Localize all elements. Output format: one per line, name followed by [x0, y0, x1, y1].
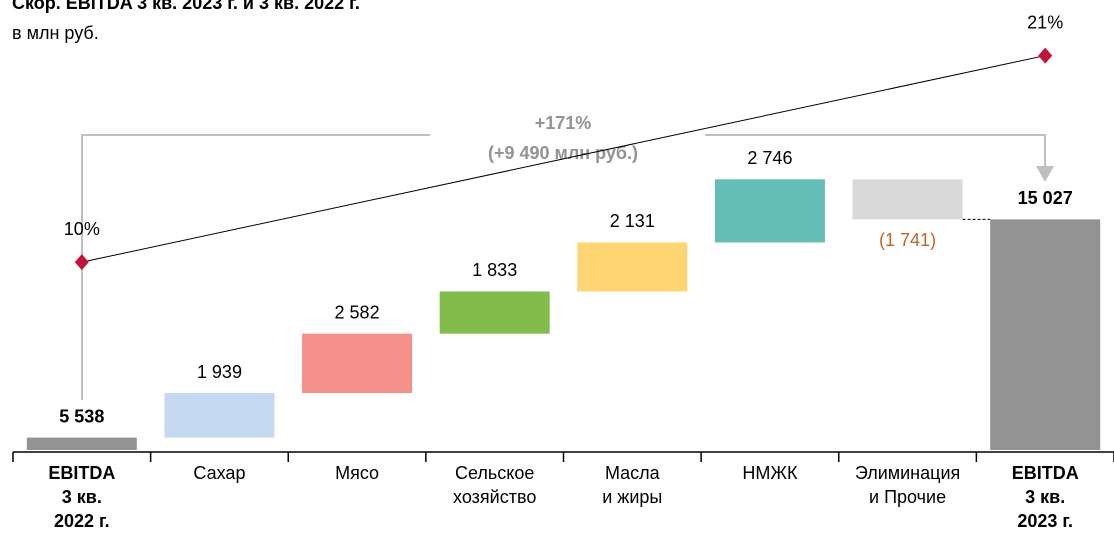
bar [577, 242, 688, 292]
bar [164, 393, 275, 438]
chart-title: Скор. EBITDA 3 кв. 2023 г. и 3 кв. 2022 … [12, 0, 360, 13]
x-tick-label: Мясо [335, 463, 379, 483]
bar [26, 437, 137, 450]
bar [852, 179, 963, 220]
change-bracket [81, 134, 1046, 400]
x-tick-label: хозяйство [453, 487, 536, 507]
x-tick-label: Масла [605, 463, 661, 483]
x-tick-label: Элиминация [855, 463, 960, 483]
value-label: 1 939 [197, 362, 242, 382]
value-label: 2 582 [335, 302, 380, 322]
x-tick-label: Сахар [193, 463, 245, 483]
value-label: 5 538 [59, 406, 104, 426]
margin-marker [1038, 47, 1053, 64]
x-tick-label: EBITDA [48, 463, 115, 483]
bar [990, 219, 1101, 450]
x-tick-label: и жиры [602, 487, 662, 507]
annotation: +171% [535, 113, 592, 133]
bar [439, 291, 550, 334]
x-tick-label: 2023 г. [1017, 511, 1073, 531]
annotation: (+9 490 млн руб.) [488, 143, 638, 163]
x-tick-label: EBITDA [1012, 463, 1079, 483]
chart-subtitle: в млн руб. [12, 23, 99, 43]
value-label: 1 833 [472, 260, 517, 280]
x-tick-label: Сельское [455, 463, 534, 483]
value-label: (1 741) [879, 230, 936, 250]
margin-label: 21% [1027, 12, 1063, 32]
x-tick-label: 2022 г. [54, 511, 110, 531]
value-label: 2 746 [747, 148, 792, 168]
margin-label: 10% [64, 219, 100, 239]
bar [302, 333, 413, 394]
value-label: 15 027 [1018, 188, 1073, 208]
margin-line [81, 55, 1046, 263]
margin-marker [74, 254, 89, 271]
value-label: 2 131 [610, 211, 655, 231]
x-tick-label: и Прочие [869, 487, 946, 507]
x-tick-label: 3 кв. [62, 487, 102, 507]
x-tick-label: НМЖК [742, 463, 798, 483]
bar [714, 179, 825, 243]
arrow-head [1036, 166, 1054, 182]
x-tick-label: 3 кв. [1025, 487, 1065, 507]
